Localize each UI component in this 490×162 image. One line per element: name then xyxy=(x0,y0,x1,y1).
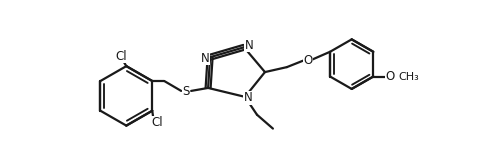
Text: Cl: Cl xyxy=(151,116,163,129)
Text: N: N xyxy=(245,39,253,52)
Text: N: N xyxy=(201,52,210,65)
Text: S: S xyxy=(182,85,190,98)
Text: CH₃: CH₃ xyxy=(398,72,419,81)
Text: Cl: Cl xyxy=(116,50,127,63)
Text: N: N xyxy=(244,91,252,104)
Text: O: O xyxy=(386,70,395,83)
Text: O: O xyxy=(303,54,313,67)
